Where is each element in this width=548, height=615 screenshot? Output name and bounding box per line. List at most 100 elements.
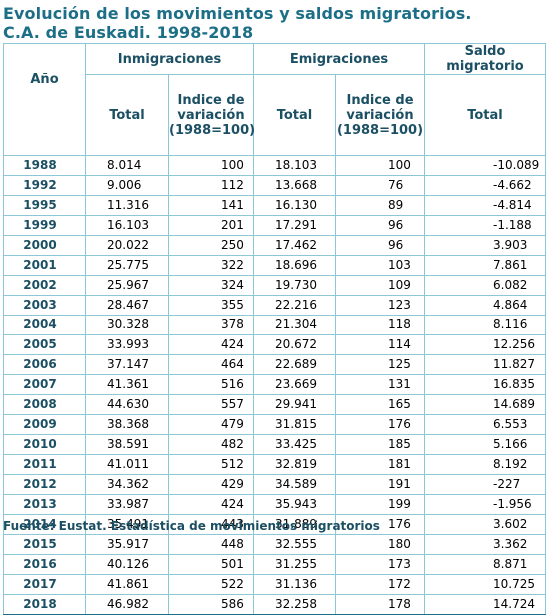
cell-inm-total: 28.467: [85, 294, 169, 316]
header-indice-line1: Indice de: [177, 92, 245, 108]
cell-inm-indice: 324: [168, 274, 254, 296]
cell-year: 2008: [3, 394, 86, 416]
cell-inm-total: 37.147: [85, 354, 169, 376]
title-line-1: Evolución de los movimientos y saldos mi…: [3, 4, 472, 23]
header-inmigraciones: Inmigraciones: [85, 43, 254, 75]
cell-saldo: 8.192: [424, 454, 546, 475]
cell-inm-indice: 355: [168, 294, 254, 316]
cell-emi-indice: 131: [335, 374, 425, 396]
cell-inm-indice: 464: [168, 354, 254, 376]
cell-inm-total: 35.491: [85, 513, 169, 535]
table-row: 2007 41.361 516 23.669 131 16.835: [3, 374, 546, 396]
table-row: 2003 28.467 355 22.216 123 4.864: [3, 294, 546, 316]
cell-inm-indice: 512: [168, 454, 254, 475]
header-indice-line2: variación: [177, 107, 245, 123]
cell-year: 1999: [3, 214, 86, 236]
table-row: 2015 35.917 448 32.555 180 3.362: [3, 533, 546, 555]
table-row: 2002 25.967 324 19.730 109 6.082: [3, 274, 546, 296]
cell-inm-indice: 201: [168, 214, 254, 236]
cell-inm-total: 41.011: [85, 454, 169, 475]
title-line-2: C.A. de Euskadi. 1998-2018: [3, 23, 254, 42]
cell-inm-indice: 448: [168, 533, 254, 555]
cell-inm-indice: 424: [168, 493, 254, 515]
cell-inm-total: 30.328: [85, 314, 169, 336]
cell-year: 2000: [3, 234, 86, 256]
cell-inm-indice: 100: [168, 155, 254, 176]
cell-emi-total: 16.130: [253, 194, 336, 216]
cell-emi-total: 21.304: [253, 314, 336, 336]
header-saldo-total: Total: [424, 74, 546, 156]
cell-saldo: -4.662: [424, 174, 546, 196]
cell-inm-total: 11.316: [85, 194, 169, 216]
cell-emi-indice: 125: [335, 354, 425, 376]
table-row: 2010 38.591 482 33.425 185 5.166: [3, 434, 546, 456]
cell-emi-indice: 178: [335, 593, 425, 615]
cell-saldo: 8.116: [424, 314, 546, 336]
header-indice-line3: (1988=100): [169, 122, 256, 138]
cell-inm-indice: 378: [168, 314, 254, 336]
table-row: 2004 30.328 378 21.304 118 8.116: [3, 314, 546, 336]
cell-year: 2010: [3, 434, 86, 456]
cell-inm-total: 40.126: [85, 553, 169, 575]
table-row: 2012 34.362 429 34.589 191 -227: [3, 474, 546, 495]
cell-inm-indice: 516: [168, 374, 254, 396]
cell-saldo: -227: [424, 474, 546, 495]
cell-saldo: 3.362: [424, 533, 546, 555]
cell-inm-total: 38.368: [85, 414, 169, 436]
header-inm-total: Total: [85, 74, 169, 156]
table-row: 2016 40.126 501 31.255 173 8.871: [3, 553, 546, 575]
cell-inm-indice: 557: [168, 394, 254, 416]
cell-emi-indice: 76: [335, 174, 425, 196]
cell-emi-total: 35.943: [253, 493, 336, 515]
cell-saldo: 14.724: [424, 593, 546, 615]
cell-saldo: 11.827: [424, 354, 546, 376]
cell-saldo: 7.861: [424, 254, 546, 276]
cell-emi-indice: 176: [335, 513, 425, 535]
cell-emi-indice: 165: [335, 394, 425, 416]
header-inm-indice: Indice de variación (1988=100): [168, 74, 256, 156]
cell-emi-indice: 176: [335, 414, 425, 436]
table-row: 2013 33.987 424 35.943 199 -1.956: [3, 493, 546, 515]
cell-saldo: 3.602: [424, 513, 546, 535]
table-row: 1999 16.103 201 17.291 96 -1.188: [3, 214, 546, 236]
cell-emi-total: 20.672: [253, 334, 336, 356]
table-row: 1992 9.006 112 13.668 76 -4.662: [3, 174, 546, 196]
cell-inm-indice: 112: [168, 174, 254, 196]
cell-inm-indice: 322: [168, 254, 254, 276]
cell-emi-total: 22.689: [253, 354, 336, 376]
cell-inm-total: 33.993: [85, 334, 169, 356]
cell-emi-total: 32.819: [253, 454, 336, 475]
header-emi-indice: Indice de variación (1988=100): [335, 74, 425, 156]
cell-year: 2007: [3, 374, 86, 396]
cell-emi-indice: 123: [335, 294, 425, 316]
cell-emi-total: 22.216: [253, 294, 336, 316]
cell-emi-total: 23.669: [253, 374, 336, 396]
cell-emi-total: 31.815: [253, 414, 336, 436]
cell-emi-total: 32.258: [253, 593, 336, 615]
cell-inm-total: 25.775: [85, 254, 169, 276]
cell-inm-indice: 141: [168, 194, 254, 216]
cell-emi-indice: 173: [335, 553, 425, 575]
cell-inm-total: 20.022: [85, 234, 169, 256]
cell-emi-indice: 100: [335, 155, 425, 176]
source-footer: Fuente: Eustat. Estadística de movimient…: [3, 519, 380, 533]
cell-emi-total: 19.730: [253, 274, 336, 296]
table-row: 2014 35.491 443 31.889 176 3.602: [3, 513, 546, 535]
cell-saldo: 5.166: [424, 434, 546, 456]
cell-year: 2005: [3, 334, 86, 356]
cell-saldo: 6.082: [424, 274, 546, 296]
cell-year: 2009: [3, 414, 86, 436]
cell-year: 2002: [3, 274, 86, 296]
cell-inm-indice: 250: [168, 234, 254, 256]
cell-emi-total: 18.696: [253, 254, 336, 276]
cell-saldo: 10.725: [424, 573, 546, 595]
cell-saldo: 3.903: [424, 234, 546, 256]
header-emigraciones: Emigraciones: [253, 43, 425, 75]
cell-saldo: 14.689: [424, 394, 546, 416]
cell-year: 2013: [3, 493, 86, 515]
table-row: 2011 41.011 512 32.819 181 8.192: [3, 454, 546, 475]
cell-emi-indice: 114: [335, 334, 425, 356]
cell-emi-indice: 181: [335, 454, 425, 475]
cell-inm-total: 44.630: [85, 394, 169, 416]
cell-emi-indice: 185: [335, 434, 425, 456]
